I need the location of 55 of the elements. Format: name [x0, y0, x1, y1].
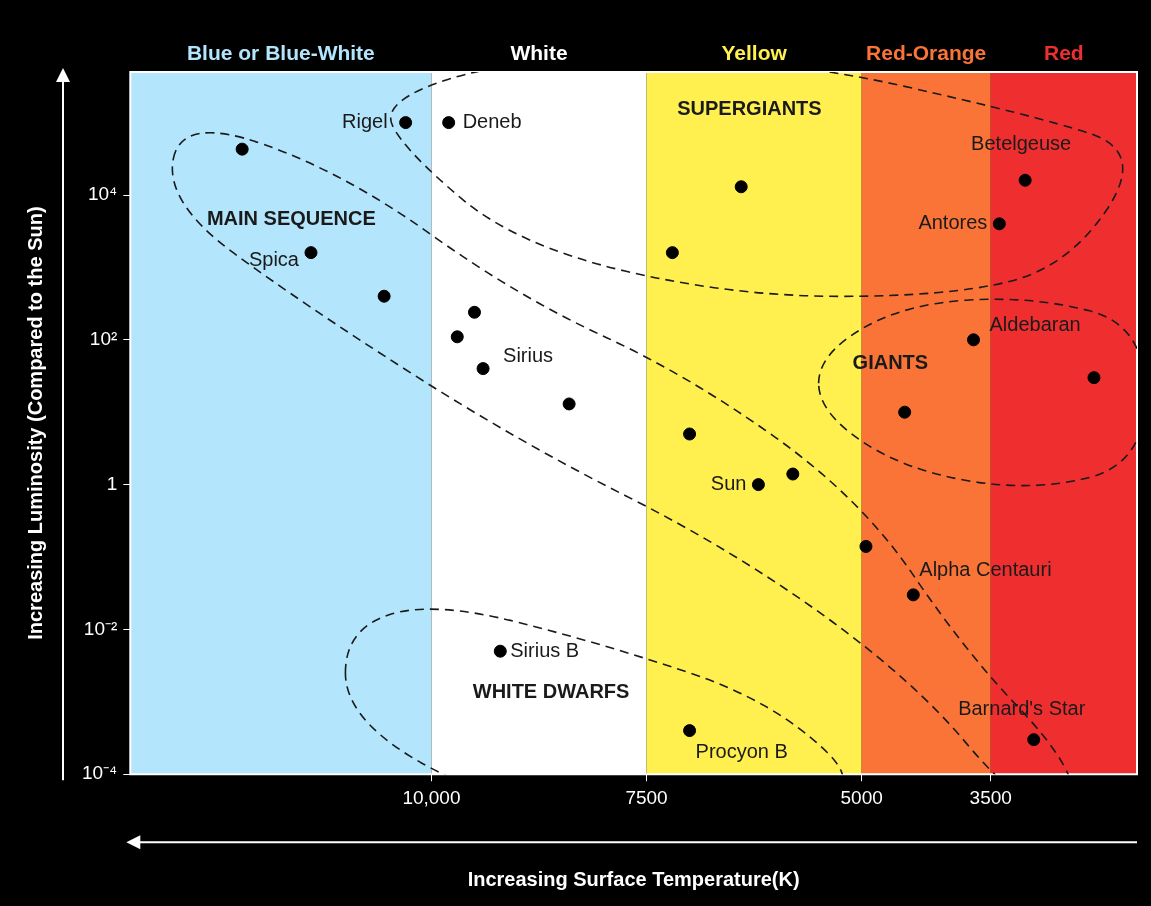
point: [859, 539, 873, 553]
point: [450, 330, 464, 344]
band-label: Red: [1044, 41, 1084, 64]
point: [377, 289, 391, 303]
annotation: Barnard's Star: [958, 697, 1086, 720]
point: [235, 142, 249, 156]
annotation: Antores: [918, 211, 988, 234]
point: [751, 478, 765, 492]
point: [442, 116, 456, 130]
point: [1018, 173, 1032, 187]
point: [304, 246, 318, 260]
point: [493, 644, 507, 658]
point: [1027, 733, 1041, 747]
point: [683, 427, 697, 441]
point: [399, 116, 413, 130]
point: [967, 333, 981, 347]
y-tick-label: 10⁻⁴: [81, 762, 118, 784]
point: [898, 405, 912, 419]
annotation: Betelgeuse: [971, 131, 1072, 154]
annotation: Sun: [710, 472, 747, 495]
annotation: Sirius B: [510, 638, 580, 661]
annotation: Deneb: [462, 110, 522, 133]
annotation: Sirius: [503, 344, 554, 367]
band-label: Blue or Blue-White: [186, 41, 375, 64]
point: [734, 180, 748, 194]
annotation: MAIN SEQUENCE: [206, 206, 376, 229]
x-tick-label: 3500: [969, 786, 1012, 808]
annotation: Rigel: [342, 110, 388, 133]
y-axis-title: Increasing Luminosity (Compared to the Sun): [23, 206, 46, 640]
annotation: SUPERGIANTS: [677, 96, 822, 119]
y-tick-label: 10⁴: [87, 183, 118, 205]
band-label: Yellow: [721, 41, 788, 64]
point: [683, 724, 697, 738]
band-label: Red-Orange: [866, 41, 987, 64]
annotation: Spica: [248, 248, 300, 271]
point: [786, 467, 800, 481]
y-tick-label: 10⁻²: [83, 617, 118, 639]
point: [665, 246, 679, 260]
point: [476, 362, 490, 376]
point: [562, 397, 576, 411]
x-axis-title: Increasing Surface Temperature(K): [467, 867, 800, 890]
point: [467, 305, 481, 319]
x-tick-label: 5000: [840, 786, 883, 808]
annotation: Aldebaran: [989, 313, 1081, 336]
annotation: Procyon B: [695, 740, 788, 763]
x-tick-label: 7500: [625, 786, 668, 808]
annotation: WHITE DWARFS: [472, 679, 630, 702]
point: [992, 217, 1006, 231]
point: [1087, 371, 1101, 385]
y-tick-label: 10²: [89, 328, 118, 350]
annotation: Alpha Centauri: [919, 558, 1052, 581]
x-tick-label: 10,000: [402, 786, 461, 808]
band-label: White: [510, 41, 568, 64]
point: [906, 588, 920, 602]
y-tick-label: 1: [106, 472, 118, 494]
